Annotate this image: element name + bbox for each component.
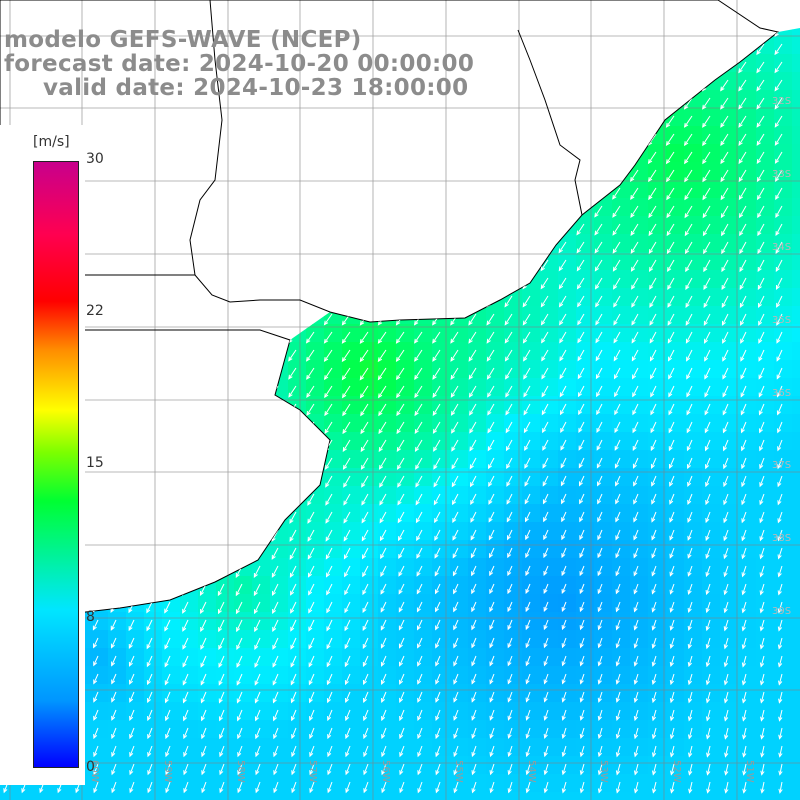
model-title: modelo GEFS-WAVE (NCEP) [4, 27, 362, 53]
colorbar [33, 161, 79, 768]
colorbar-tick-15: 15 [86, 455, 104, 471]
lat-label-32S: 32S [772, 96, 791, 107]
lon-label-51W: 51W [744, 760, 755, 783]
valid-date: valid date: 2024-10-23 18:00:00 [43, 75, 469, 101]
map-title: modelo GEFS-WAVE (NCEP) forecast date: 2… [4, 28, 474, 100]
colorbar-tick-30: 30 [86, 151, 104, 167]
lat-label-34S: 34S [772, 242, 791, 253]
colorbar-panel: [m/s] 30 22 15 8 0 [0, 125, 104, 785]
colorbar-tick-22: 22 [86, 303, 104, 319]
lat-label-33S: 33S [772, 169, 791, 180]
lon-label-56W: 56W [380, 760, 391, 783]
lon-label-53W: 53W [598, 760, 609, 783]
colorbar-unit: [m/s] [33, 134, 70, 150]
lat-label-36S: 36S [772, 388, 791, 399]
colorbar-tick-0: 0 [86, 759, 95, 775]
coastline-0 [0, 0, 780, 323]
lon-label-54W: 54W [526, 760, 537, 783]
lon-label-52W: 52W [671, 760, 682, 783]
border-line [189, 0, 223, 276]
lon-label-60W: 60W [89, 760, 100, 783]
lon-label-58W: 58W [235, 760, 246, 783]
lat-label-37S: 37S [772, 460, 791, 471]
lon-label-57W: 57W [307, 760, 318, 783]
lon-label-55W: 55W [453, 760, 464, 783]
lat-label-38S: 38S [772, 533, 791, 544]
lat-label-35S: 35S [772, 315, 791, 326]
lat-label-39S: 39S [772, 606, 791, 617]
lon-label-59W: 59W [162, 760, 173, 783]
forecast-date: forecast date: 2024-10-20 00:00:00 [4, 51, 475, 77]
colorbar-tick-8: 8 [86, 609, 95, 625]
border-line-2 [517, 29, 583, 216]
